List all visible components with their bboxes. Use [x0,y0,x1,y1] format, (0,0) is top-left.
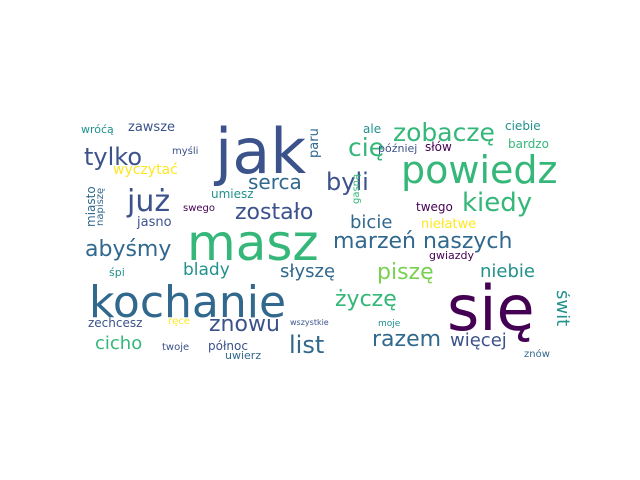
word: ręce [168,316,190,327]
word: gasną [351,173,362,204]
word: list [289,331,325,359]
word: tylko [84,143,143,171]
word: umiesz [211,187,254,201]
word: później [378,142,418,155]
word: słów [425,140,452,154]
word: zostało [235,200,314,225]
word: północ [208,339,248,353]
word: blady [183,260,230,280]
word: piszę [377,260,434,285]
word: paru [307,128,322,158]
word: moje [378,319,401,329]
word: wyczytać [113,162,178,178]
word: zawsze [128,120,176,135]
word: niebie [480,261,535,282]
word: słyszę [280,261,336,282]
word: życzę [335,287,397,312]
word: zechcesz [88,316,143,330]
word: cicho [95,333,143,354]
word: wróćą [81,123,114,136]
word: znów [524,349,550,360]
word: swego [183,203,216,214]
word: bardzo [508,137,549,151]
word: więcej [450,330,507,351]
word: jasno [137,215,172,230]
word: świt [552,290,570,327]
word: myśli [172,146,199,157]
word: abyśmy [85,237,172,262]
word: powiedz [401,148,558,192]
word: napiszę [95,187,106,226]
word: ciebie [505,119,541,133]
word: jak [215,115,307,188]
word: uwierz [225,349,262,362]
word: gwiazdy [429,249,475,262]
word: twego [416,200,453,214]
word: byli [326,168,369,196]
word: marzeń naszych [333,229,513,254]
word: serca [248,170,302,194]
word: wszystkie [290,318,329,327]
word: śpi [109,266,125,279]
word: masz [187,214,319,272]
word: zobaczę [393,118,495,147]
word: niełatwe [421,217,477,232]
word: kiedy [462,188,533,218]
word: już [127,184,171,219]
word: bicie [350,212,393,233]
word: twoje [162,342,190,353]
word-cloud: jak masz kochanie się powiedz już zobacz… [80,115,570,365]
word: cię [348,133,385,162]
word: ale [363,122,382,136]
word: się [447,272,535,345]
word: razem [372,327,442,352]
word: kochanie [89,277,287,328]
word: znowu [209,312,280,337]
